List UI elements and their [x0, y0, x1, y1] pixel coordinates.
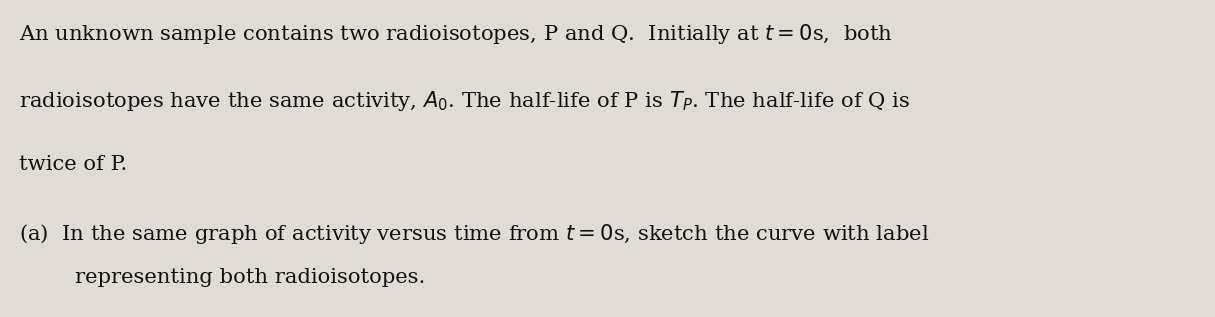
Text: twice of P.: twice of P. — [19, 155, 128, 174]
Text: (a)  In the same graph of activity versus time from $t = 0$s, sketch the curve w: (a) In the same graph of activity versus… — [19, 222, 929, 246]
Text: An unknown sample contains two radioisotopes, P and Q.  Initially at $t = 0$s,  : An unknown sample contains two radioisot… — [19, 22, 893, 46]
Text: representing both radioisotopes.: representing both radioisotopes. — [75, 268, 425, 287]
Text: radioisotopes have the same activity, $A_0$. The half-life of P is $T_P$. The ha: radioisotopes have the same activity, $A… — [19, 89, 910, 113]
